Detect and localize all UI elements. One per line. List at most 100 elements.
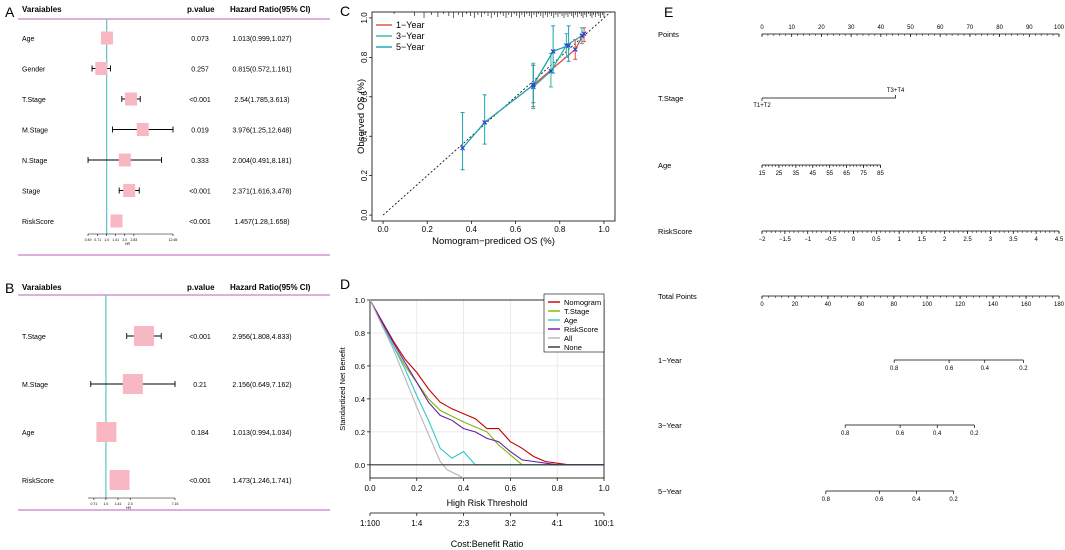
tick-label-total-points: 140 (988, 302, 999, 308)
x2-tick-label: 100:1 (594, 519, 615, 528)
tick-label-riskscore: −1.5 (779, 237, 792, 243)
tick-label-5-year: 0.4 (912, 497, 921, 503)
hr-text-riskscore: 1.457(1.28,1.658) (234, 219, 289, 226)
tick-label-t-stage: T3+T4 (887, 88, 905, 94)
variable-label-t-stage: T.Stage (22, 334, 46, 341)
tick-label-riskscore: 2.5 (963, 237, 972, 243)
hr-box-stage (123, 184, 136, 197)
x-tick-label: 0.2 (411, 484, 423, 493)
variable-label-t-stage: T.Stage (22, 97, 46, 104)
panel-letter-a: A (5, 4, 15, 20)
tick-label-points: 20 (818, 25, 825, 31)
y-tick-label: 1.0 (355, 296, 365, 305)
tick-label-age: 75 (860, 171, 867, 177)
forest-a-header-pvalue: p.value (187, 5, 215, 14)
x-tick-label: 0.0 (377, 225, 389, 234)
tick-label-total-points: 80 (891, 302, 898, 308)
legend-label-all: All (564, 334, 573, 343)
x-tick-label: 1.0 (103, 502, 108, 506)
tick-label-points: 0 (760, 25, 764, 31)
row-label-t-stage: T.Stage (658, 94, 683, 103)
y-tick-label: 0.4 (355, 395, 365, 404)
tick-label-3-year: 0.4 (933, 431, 942, 437)
tick-label-3-year: 0.6 (896, 431, 905, 437)
tick-label-total-points: 0 (760, 302, 764, 308)
variable-label-riskscore: RiskScore (22, 478, 54, 485)
y-tick-label: 0.0 (360, 209, 369, 221)
forest-b-header-variables: Varaiables (22, 283, 62, 292)
series-line-nomogram (369, 299, 604, 466)
tick-label-points: 70 (967, 25, 974, 31)
tick-label-5-year: 0.8 (822, 497, 831, 503)
forest-b-header-hr: Hazard Ratio(95% CI) (230, 283, 311, 292)
point-marker-3-year (579, 33, 585, 39)
y-tick-label: 0.6 (355, 362, 365, 371)
x-tick-label: 2.83 (130, 238, 137, 242)
hr-box-age (96, 422, 117, 442)
tick-label-riskscore: 4.5 (1055, 237, 1064, 243)
tick-label-total-points: 60 (858, 302, 865, 308)
legend-label-1-year: 1−Year (396, 20, 424, 30)
x-tick-label: 12.65 (169, 238, 178, 242)
x-tick-label: 0.71 (94, 238, 101, 242)
hr-box-gender (95, 62, 108, 75)
legend-label-age: Age (564, 316, 577, 325)
series-line-all (369, 299, 464, 479)
y-tick-label: 0.2 (360, 170, 369, 182)
row-label-age: Age (658, 161, 671, 170)
tick-label-age: 35 (793, 171, 800, 177)
pvalue-t-stage: <0.001 (189, 334, 211, 341)
y-tick-label: 0.8 (360, 51, 369, 63)
tick-label-riskscore: 1.5 (918, 237, 927, 243)
tick-label-total-points: 180 (1054, 302, 1065, 308)
hr-box-riskscore (110, 214, 123, 228)
tick-label-age: 25 (776, 171, 783, 177)
tick-label-riskscore: 3 (989, 237, 993, 243)
pvalue-riskscore: <0.001 (189, 219, 211, 226)
legend-label-t-stage: T.Stage (564, 307, 589, 316)
legend-label-3-year: 3−Year (396, 31, 424, 41)
calibration-plot: 0.0 0.2 0.4 0.6 0.8 1.0 0.0 0.2 0.4 0.6 0.8 1.0 Nomo… (356, 11, 616, 247)
variable-label-m-stage: M.Stage (22, 128, 48, 135)
x-axis-label: High Risk Threshold (447, 498, 528, 508)
point-marker-5-year (550, 49, 556, 54)
tick-label-total-points: 40 (825, 302, 832, 308)
tick-label-5-year: 0.2 (949, 497, 958, 503)
x-tick-label: 0.8 (554, 225, 566, 234)
pvalue-stage: <0.001 (189, 189, 211, 196)
y-tick-label: 0.2 (355, 428, 365, 437)
x-tick-label: 0.8 (552, 484, 564, 493)
tick-label-points: 60 (937, 25, 944, 31)
x2-tick-label: 2:3 (458, 519, 470, 528)
forest-plot-b: T.Stage <0.001 2.956(1.808,4.833) M.Stage 0.… (18, 294, 330, 511)
x-tick-label: 0.6 (505, 484, 517, 493)
x-tick-label: 1.41 (112, 238, 119, 242)
hr-text-age: 1.013(0.999,1.027) (232, 36, 291, 43)
hr-box-t-stage (133, 326, 154, 346)
tick-label-1-year: 0.4 (981, 366, 990, 372)
variable-label-age: Age (22, 430, 35, 437)
y-axis-label: Observed OS (%) (356, 79, 367, 154)
variable-label-n-stage: N.Stage (22, 158, 47, 165)
x-tick-label: 2.0 (128, 502, 133, 506)
tick-label-riskscore: 3.5 (1009, 237, 1018, 243)
tick-label-age: 65 (843, 171, 850, 177)
panel-letter-c: C (340, 3, 351, 19)
row-label-points: Points (658, 30, 679, 39)
x2-tick-label: 3:2 (505, 519, 517, 528)
y-axis-label: Standardized Net Benefit (338, 346, 347, 430)
legend-box (543, 293, 605, 353)
hr-text-stage: 2.371(1.616,3.478) (232, 189, 291, 196)
tick-label-points: 50 (907, 25, 914, 31)
tick-label-total-points: 160 (1021, 302, 1032, 308)
tick-label-total-points: 120 (955, 302, 966, 308)
tick-label-age: 45 (809, 171, 816, 177)
tick-label-riskscore: 0.5 (872, 237, 881, 243)
x-tick-label: 0.0 (364, 484, 376, 493)
x-tick-label: 7.16 (172, 502, 179, 506)
point-marker-5-year (530, 82, 536, 88)
pvalue-gender: 0.257 (191, 67, 209, 74)
x2-tick-label: 1:100 (360, 519, 381, 528)
pvalue-m-stage: 0.019 (191, 128, 209, 135)
